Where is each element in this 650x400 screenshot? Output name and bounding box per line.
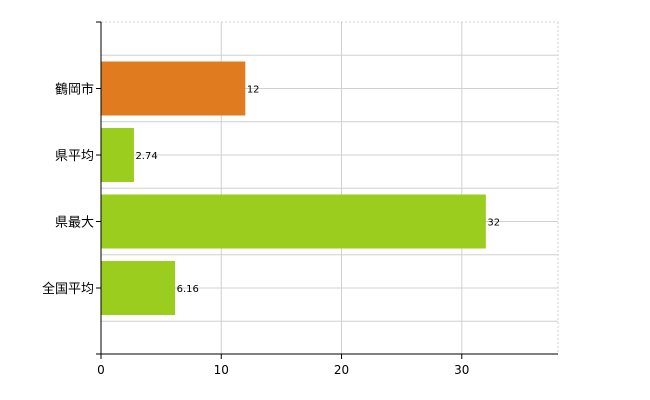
bar-2: [101, 128, 134, 182]
category-label: 全国平均: [42, 281, 94, 297]
x-tick-label: 0: [97, 363, 105, 377]
category-label: 鶴岡市: [55, 82, 94, 98]
bars: [101, 61, 486, 315]
data-label: 12: [247, 85, 260, 96]
bar-1: [101, 61, 246, 116]
x-tick-label: 10: [214, 363, 229, 377]
bar-3: [101, 194, 486, 249]
axes: [96, 21, 558, 359]
x-tick-label: 20: [334, 363, 349, 377]
category-label: 県最大: [55, 216, 94, 231]
data-label: 2.74: [135, 151, 157, 162]
data-label: 6.16: [177, 284, 199, 295]
data-label: 32: [487, 218, 500, 229]
category-label: 県平均: [55, 149, 94, 164]
x-tick-label: 30: [454, 363, 469, 377]
bar-4: [101, 261, 176, 315]
